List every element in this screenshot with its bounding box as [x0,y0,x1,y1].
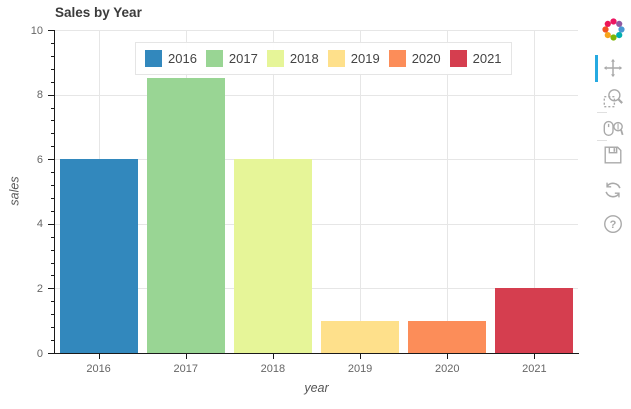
x-gridline [447,30,448,353]
legend-swatch [449,50,467,67]
bar-2020 [408,321,486,353]
help-tool-icon[interactable]: ? [600,211,626,237]
y-gridline [55,30,578,31]
y-gridline [55,288,578,290]
y-tick-label: 6 [36,153,43,166]
legend-entry-2018: 2018 [266,50,319,67]
y-tick-label: 0 [36,347,43,360]
legend-label: 2020 [411,51,441,66]
chart-title: Sales by Year [55,5,142,20]
legend: 2016 2017 2018 2019 2020 2021 [135,42,512,75]
x-major-tick [534,353,536,359]
legend-entry-2021: 2021 [449,50,502,67]
bar-2018 [234,159,312,353]
y-minor-tick [51,262,54,264]
y-major-tick [48,30,54,31]
legend-swatch [266,50,284,67]
legend-entry-2019: 2019 [327,50,380,67]
x-major-tick [272,353,274,359]
y-gridline [55,223,578,225]
bar-2017 [147,78,225,353]
y-minor-tick [51,314,54,316]
bokeh-logo-icon[interactable] [600,16,626,42]
x-tick-label: 2019 [347,363,373,375]
legend-label: 2021 [472,51,502,66]
x-major-tick [447,353,449,359]
x-gridline [360,30,361,353]
y-axis-label: sales [7,176,22,206]
svg-text:?: ? [610,219,617,231]
bar-2021 [495,288,573,353]
y-minor-tick [51,120,54,122]
legend-swatch [145,50,162,67]
legend-entry-2016: 2016 [145,50,197,67]
x-tick-label: 2020 [435,363,460,375]
y-major-tick [48,353,54,354]
y-minor-tick [51,301,54,303]
legend-label: 2019 [350,51,380,66]
legend-label: 2017 [228,51,258,66]
box-zoom-tool-icon[interactable] [600,85,626,111]
reset-tool-icon[interactable] [600,177,626,203]
x-tick-label: 2016 [86,363,111,375]
x-axis-line [54,353,579,354]
legend-swatch [327,50,345,67]
y-minor-tick [51,275,54,277]
x-major-tick [360,353,362,359]
y-minor-tick [51,172,54,174]
x-tick-label: 2018 [260,363,286,375]
x-tick-label: 2017 [173,363,198,375]
legend-swatch [388,50,406,67]
bar-2016 [60,159,138,353]
y-minor-tick [51,55,54,57]
y-axis-line [54,30,55,354]
y-major-tick [48,159,54,161]
y-minor-tick [51,107,54,109]
y-minor-tick [51,210,54,212]
y-tick-label: 2 [36,282,43,295]
y-gridline [55,159,578,161]
bar-2019 [321,321,399,353]
y-minor-tick [51,327,54,329]
legend-entry-2017: 2017 [205,50,258,67]
y-major-tick [48,94,54,96]
y-tick-label: 10 [30,24,43,37]
save-tool-icon[interactable] [600,142,626,168]
plot-canvas[interactable] [55,30,578,353]
x-axis-label: year [304,381,329,395]
y-gridline [55,94,578,96]
legend-swatch [205,50,223,67]
pan-tool-icon[interactable] [600,55,626,81]
x-gridline [534,30,535,353]
x-major-tick [98,353,100,359]
legend-label: 2018 [289,51,319,66]
y-minor-tick [51,146,54,148]
y-minor-tick [51,81,54,83]
y-tick-label: 8 [36,89,43,102]
legend-entry-2020: 2020 [388,50,441,67]
y-major-tick [48,288,54,290]
y-minor-tick [51,42,54,44]
y-minor-tick [51,236,54,238]
y-minor-tick [51,340,54,342]
active-tool-indicator [595,55,598,82]
wheel-zoom-tool-icon[interactable] [600,115,626,141]
y-minor-tick [51,133,54,135]
x-major-tick [185,353,187,359]
y-minor-tick [51,197,54,199]
legend-label: 2016 [168,51,197,66]
y-tick-label: 4 [36,218,43,231]
y-minor-tick [51,185,54,187]
y-major-tick [48,223,54,225]
y-minor-tick [51,68,54,70]
x-tick-label: 2021 [522,363,547,375]
y-minor-tick [51,249,54,251]
